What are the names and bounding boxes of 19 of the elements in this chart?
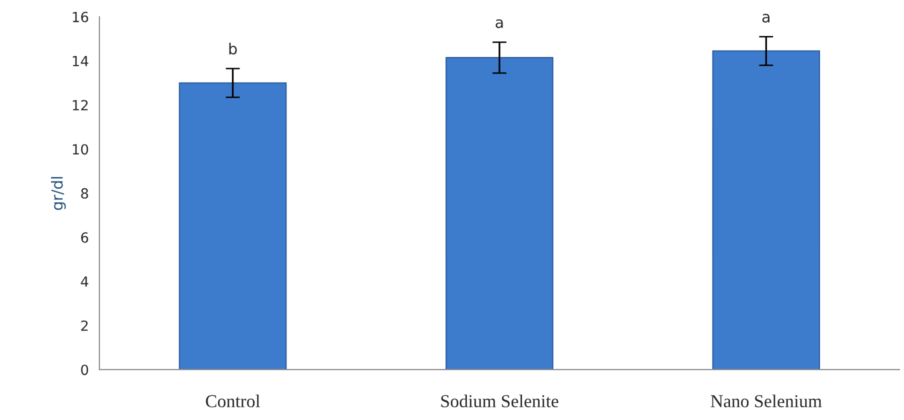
- annotation: a: [496, 19, 503, 28]
- y-tick-label: 16: [72, 12, 88, 22]
- y-tick-label: 8: [81, 188, 88, 199]
- y-tick-label: 4: [80, 276, 88, 287]
- y-axis-title: gr/dl: [51, 177, 66, 210]
- annotation: b: [229, 42, 237, 55]
- y-tick-label: 0: [81, 364, 88, 376]
- x-tick-label: Sodium Selenite: [441, 394, 558, 408]
- y-tick-label: 6: [81, 232, 88, 243]
- bar: [712, 50, 820, 370]
- bar: [178, 82, 287, 370]
- x-tick-label: Nano Selenium: [710, 394, 822, 408]
- y-tick-label: 2: [81, 320, 88, 331]
- x-tick-label: Control: [206, 394, 260, 408]
- y-tick-label: 10: [72, 144, 88, 155]
- y-tick-label: 12: [72, 100, 88, 110]
- annotation: a: [762, 14, 770, 23]
- bar: [446, 57, 554, 370]
- y-tick-label: 14: [72, 56, 88, 66]
